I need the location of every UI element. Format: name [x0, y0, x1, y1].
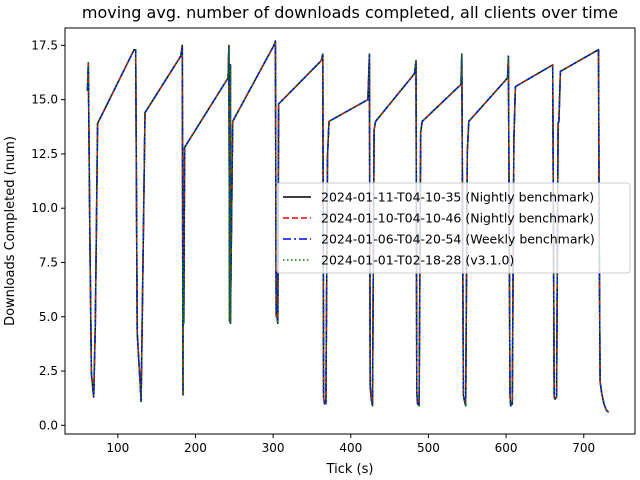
x-tick-label: 100 [106, 441, 129, 455]
legend-frame [276, 182, 631, 274]
y-tick-label: 17.5 [31, 38, 58, 52]
x-tick-label: 600 [495, 441, 518, 455]
y-tick-label: 15.0 [31, 93, 58, 107]
x-axis-label: Tick (s) [326, 462, 374, 477]
x-axis-ticks: 100 200 300 400 500 600 700 [106, 434, 595, 455]
y-axis-label: Downloads Completed (num) [3, 136, 18, 326]
legend: 2024-01-11-T04-10-35 (Nightly benchmark)… [276, 182, 631, 274]
series-lines [86, 40, 610, 413]
legend-label: 2024-01-10-T04-10-46 (Nightly benchmark) [321, 211, 594, 226]
legend-label: 2024-01-11-T04-10-35 (Nightly benchmark) [321, 190, 594, 205]
y-tick-label: 0.0 [39, 418, 58, 432]
x-tick-label: 200 [184, 441, 207, 455]
x-tick-label: 500 [417, 441, 440, 455]
series-line-3 [86, 40, 610, 413]
plot-area: 100 200 300 400 500 600 700 0.0 2.5 5.0 7.5 10.0 12… [31, 27, 636, 455]
y-tick-label: 2.5 [39, 364, 58, 378]
legend-label: 2024-01-01-T02-18-28 (v3.1.0) [321, 253, 514, 268]
y-axis-ticks: 0.0 2.5 5.0 7.5 10.0 12.5 15.0 17.5 [31, 38, 65, 432]
legend-items: 2024-01-11-T04-10-35 (Nightly benchmark)… [283, 190, 595, 268]
plot-frame [64, 27, 636, 435]
y-tick-label: 12.5 [31, 147, 58, 161]
y-tick-label: 10.0 [31, 201, 58, 215]
y-tick-label: 5.0 [39, 310, 58, 324]
x-tick-label: 700 [572, 441, 595, 455]
chart-title: moving avg. number of downloads complete… [82, 3, 618, 22]
y-tick-label: 7.5 [39, 255, 58, 269]
x-tick-label: 400 [339, 441, 362, 455]
x-tick-label: 300 [262, 441, 285, 455]
legend-label: 2024-01-06-T04-20-54 (Weekly benchmark) [321, 232, 595, 247]
